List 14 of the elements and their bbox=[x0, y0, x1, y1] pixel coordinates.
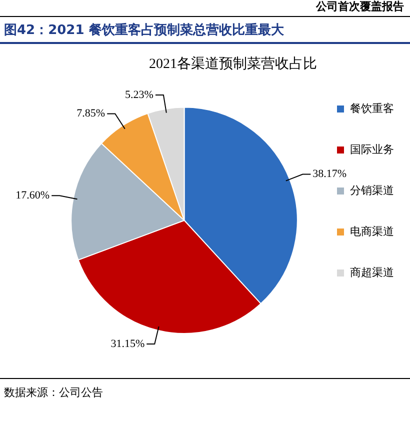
data-label: 5.23% bbox=[125, 88, 154, 101]
legend-label: 餐饮重客 bbox=[350, 102, 394, 115]
chart-subtitle: 图42：2021 餐饮重客占预制菜总营收比重最大 bbox=[0, 17, 410, 44]
legend-label: 电商渠道 bbox=[350, 224, 394, 238]
legend-label: 分销渠道 bbox=[350, 184, 394, 197]
legend-label: 商超渠道 bbox=[350, 266, 394, 279]
data-label: 17.60% bbox=[16, 190, 50, 202]
source-note: 数据来源：公司公告 bbox=[3, 385, 104, 401]
text: 公司首次覆盖报告 bbox=[314, 0, 405, 15]
legend-label: 国际业务 bbox=[350, 142, 394, 156]
data-label: 7.85% bbox=[76, 108, 106, 120]
data-label: 38.17% bbox=[312, 168, 347, 180]
data-label: 31.15% bbox=[110, 338, 145, 350]
chart-title: 2021各渠道预制菜营收占比 bbox=[149, 56, 317, 72]
